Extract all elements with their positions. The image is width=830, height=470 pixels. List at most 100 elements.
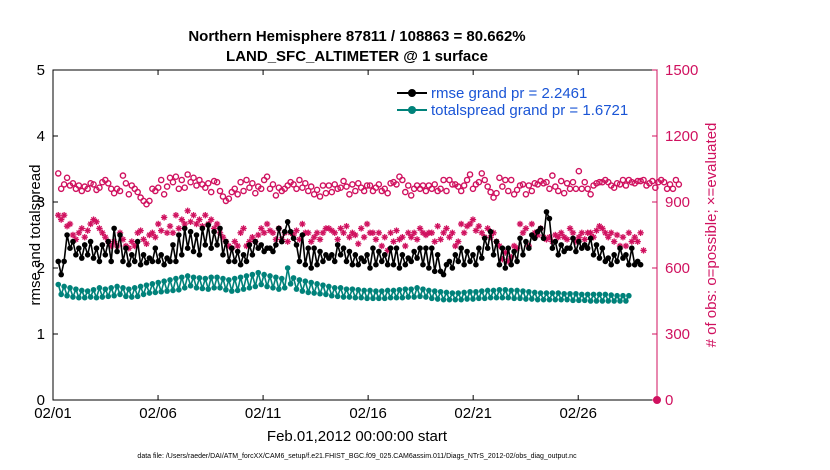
y-left-tick-label: 4 [37, 128, 45, 145]
rmse-point [567, 245, 573, 251]
obs-possible-point [584, 185, 591, 193]
obs-possible-point [249, 179, 256, 187]
totalspread-point [190, 274, 197, 281]
rmse-point [478, 255, 485, 261]
x-tick-label: 02/06 [139, 405, 177, 422]
totalspread-point [70, 294, 76, 300]
totalspread-point [226, 277, 232, 283]
totalspread-point [470, 296, 476, 302]
rmse-point [446, 258, 453, 265]
rmse-point [161, 261, 167, 268]
obs-evaluated-point [316, 236, 324, 243]
rmse-point [61, 258, 67, 265]
totalspread-point [605, 298, 612, 304]
rmse-point [99, 242, 106, 248]
rmse-point [76, 245, 82, 251]
totalspread-point [434, 296, 441, 302]
obs-possible-point [431, 181, 439, 188]
rmse-point [514, 258, 520, 265]
rmse-point [237, 261, 244, 268]
totalspread-point [293, 286, 300, 292]
obs-evaluated-point [87, 220, 94, 228]
obs-evaluated-point [640, 247, 647, 254]
x-tick-label: 02/01 [34, 405, 72, 422]
rmse-point [334, 242, 341, 248]
rmse-point [281, 228, 288, 235]
totalspread-point [478, 288, 485, 294]
totalspread-point [340, 294, 347, 300]
totalspread-point [252, 283, 259, 290]
totalspread-point [55, 281, 62, 288]
totalspread-point [584, 291, 591, 298]
totalspread-point [599, 298, 606, 304]
obs-possible-point [207, 188, 215, 196]
obs-evaluated-point [460, 229, 468, 236]
totalspread-point [343, 286, 350, 292]
rmse-point [208, 245, 214, 251]
rmse-point [596, 255, 603, 261]
rmse-point [331, 258, 338, 265]
obs-possible-point [75, 182, 83, 189]
obs-evaluated-point [96, 225, 103, 232]
totalspread-point [237, 274, 244, 281]
totalspread-point [549, 290, 556, 296]
rmse-point [590, 252, 597, 258]
rmse-point [549, 245, 556, 251]
totalspread-point [126, 286, 132, 292]
totalspread-point [546, 296, 553, 303]
totalspread-point [367, 287, 373, 294]
rmse-point [455, 258, 462, 265]
totalspread-point [214, 274, 220, 281]
obs-evaluated-point [357, 225, 365, 232]
totalspread-point [352, 294, 359, 301]
obs-evaluated-point [93, 218, 100, 225]
totalspread-point [208, 274, 214, 281]
totalspread-point [261, 271, 267, 278]
obs-evaluated-point [293, 227, 300, 234]
obs-possible-point [466, 171, 474, 178]
y-right-tick-label: 600 [665, 260, 690, 277]
obs-evaluated-point [566, 225, 574, 232]
obs-possible-point [502, 176, 509, 184]
totalspread-point [287, 281, 294, 287]
totalspread-point [143, 282, 150, 288]
obs-possible-point [616, 181, 624, 188]
totalspread-point [99, 294, 106, 300]
obs-evaluated-point [305, 229, 312, 236]
obs-possible-point [237, 178, 244, 186]
totalspread-point [76, 294, 82, 301]
obs-possible-point [475, 178, 483, 186]
rmse-point [461, 261, 467, 268]
rmse-point [131, 258, 138, 265]
totalspread-point [620, 292, 626, 299]
obs-possible-point [340, 177, 347, 185]
obs-possible-point [675, 181, 683, 188]
obs-evaluated-point [449, 229, 456, 236]
obs-possible-point [193, 182, 200, 189]
obs-evaluated-point [57, 216, 65, 223]
obs-possible-point [428, 185, 436, 193]
rmse-point [440, 271, 447, 278]
obs-possible-point [366, 182, 374, 189]
obs-possible-point [510, 190, 518, 198]
totalspread-point [249, 271, 256, 278]
rmse-point [599, 245, 606, 251]
obs-possible-point [104, 179, 112, 187]
obs-possible-point [552, 183, 559, 190]
obs-possible-point [187, 178, 194, 186]
obs-evaluated-point [587, 229, 594, 236]
totalspread-point [193, 285, 200, 291]
obs-possible-point [640, 176, 647, 184]
obs-possible-point [360, 187, 368, 195]
totalspread-point [334, 293, 341, 300]
obs-evaluated-point [563, 236, 571, 243]
obs-possible-point [334, 185, 341, 193]
rmse-point [284, 219, 291, 225]
rmse-point [361, 258, 367, 265]
totalspread-point [170, 287, 176, 294]
obs-possible-point [493, 189, 500, 197]
totalspread-point [446, 296, 453, 303]
obs-evaluated-point [172, 212, 180, 219]
totalspread-point [381, 295, 388, 302]
obs-evaluated-point [263, 220, 271, 228]
